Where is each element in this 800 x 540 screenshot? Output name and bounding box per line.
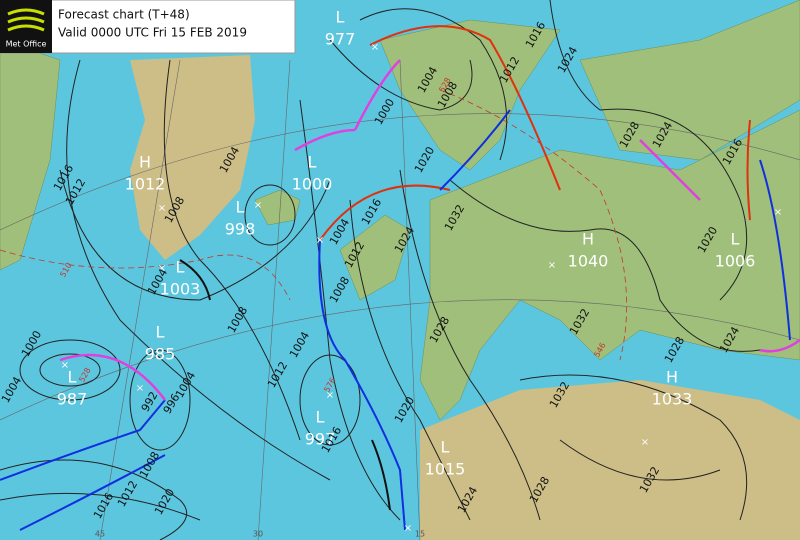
centre-cross: × xyxy=(158,263,166,274)
centre-pressure: 1015 xyxy=(425,460,466,479)
africa xyxy=(420,380,800,540)
isobar xyxy=(19,339,121,401)
cold-front xyxy=(318,239,406,531)
parallel xyxy=(0,113,800,231)
centre-type: L xyxy=(68,368,77,387)
centre-type: L xyxy=(316,408,325,427)
centre-cross: × xyxy=(254,200,262,211)
trough xyxy=(371,439,391,511)
trough xyxy=(179,259,211,301)
scandinavia xyxy=(379,19,561,171)
occluded-front xyxy=(639,139,701,201)
grid-label: 30 xyxy=(253,530,263,539)
isobars xyxy=(0,0,761,540)
valid-time: Valid 0000 UTC Fri 15 FEB 2019 xyxy=(58,26,247,40)
centre-pressure: 998 xyxy=(225,220,256,239)
centre-cross: × xyxy=(158,203,166,214)
isobar xyxy=(399,169,541,521)
centre-pressure: 1003 xyxy=(160,280,201,299)
centre-pressure: 1000 xyxy=(292,175,333,194)
occluded-front xyxy=(294,128,356,152)
centre-type: L xyxy=(336,8,345,27)
centre-cross: × xyxy=(371,42,379,53)
centre-type: L xyxy=(308,153,317,172)
centre-cross: × xyxy=(774,207,782,218)
centre-type: H xyxy=(139,153,151,172)
centre-cross: × xyxy=(61,360,69,371)
centre-cross: × xyxy=(316,235,324,246)
russia xyxy=(579,0,800,161)
thickness-line xyxy=(439,89,628,361)
thickness-line xyxy=(0,249,291,301)
isobar xyxy=(449,179,761,352)
cold-front xyxy=(19,454,166,531)
iceland xyxy=(254,189,301,226)
isobar xyxy=(299,99,401,521)
centre-cross: × xyxy=(404,523,412,534)
isobar xyxy=(549,0,748,301)
north-america xyxy=(0,39,61,271)
centre-pressure: 977 xyxy=(325,30,356,49)
cold-front xyxy=(439,109,511,191)
isobar xyxy=(129,349,191,451)
cold-front xyxy=(0,399,166,481)
grid-label: 45 xyxy=(95,530,105,539)
isobar xyxy=(0,459,188,540)
warm-front xyxy=(369,25,561,191)
centre-pressure: 987 xyxy=(57,390,88,409)
centre-cross: × xyxy=(326,390,334,401)
british-isles xyxy=(339,214,411,301)
isobar xyxy=(559,439,721,481)
graticule xyxy=(0,59,800,540)
centre-type: L xyxy=(176,258,185,277)
occluded-front xyxy=(759,338,800,353)
centre-pressure: 1033 xyxy=(652,390,693,409)
centre-cross: × xyxy=(548,260,556,271)
meridian xyxy=(257,59,291,540)
isobar xyxy=(519,374,748,521)
isobar xyxy=(66,59,331,481)
centre-type: L xyxy=(731,230,740,249)
isobar xyxy=(349,199,471,521)
greenland xyxy=(130,55,255,260)
isobar xyxy=(59,169,331,301)
isobar xyxy=(0,492,201,521)
centre-pressure: 1040 xyxy=(568,252,609,271)
warm-front xyxy=(746,119,751,221)
centre-type: L xyxy=(156,323,165,342)
isobar xyxy=(359,8,508,161)
meridian xyxy=(399,59,421,540)
meridian xyxy=(99,59,181,540)
centre-pressure: 1006 xyxy=(715,252,756,271)
centre-cross: × xyxy=(136,383,144,394)
centre-type: L xyxy=(441,438,450,457)
centre-cross: × xyxy=(641,437,649,448)
isobar xyxy=(39,353,101,387)
centre-type: H xyxy=(666,368,678,387)
fronts xyxy=(0,25,800,531)
occluded-front xyxy=(353,59,401,131)
centre-pressure: 1012 xyxy=(125,175,166,194)
title: Forecast chart (T+48) xyxy=(58,8,190,22)
logo-mark xyxy=(7,8,45,32)
isobar xyxy=(329,39,473,111)
isobar xyxy=(244,184,296,246)
logo-text: Met Office xyxy=(6,40,47,49)
cold-front xyxy=(759,159,791,341)
warm-front xyxy=(319,184,451,241)
centre-type: H xyxy=(582,230,594,249)
header: Met Office Forecast chart (T+48) Valid 0… xyxy=(0,0,296,54)
parallel xyxy=(0,299,800,421)
isobar xyxy=(299,354,361,446)
grid-label: 15 xyxy=(415,530,425,539)
centre-type: L xyxy=(236,198,245,217)
centre-pressure: 985 xyxy=(145,345,176,364)
centre-pressure: 997 xyxy=(305,430,336,449)
occluded-front xyxy=(59,353,166,401)
